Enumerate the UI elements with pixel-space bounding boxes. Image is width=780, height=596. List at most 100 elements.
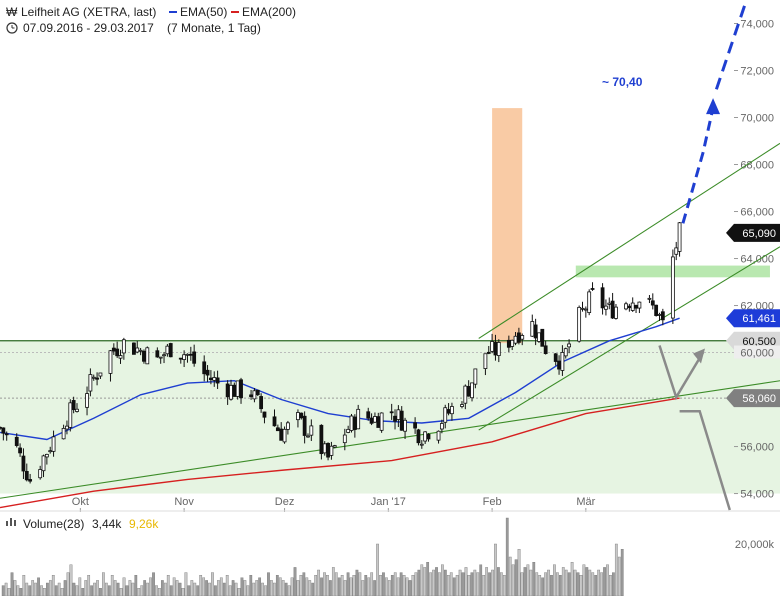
volume-bar bbox=[293, 567, 297, 596]
volume-bar bbox=[119, 588, 123, 596]
candle-body bbox=[426, 433, 431, 440]
candle-body bbox=[98, 372, 103, 377]
candle-body bbox=[583, 308, 588, 311]
volume-bar bbox=[606, 564, 609, 596]
candle-body bbox=[563, 348, 568, 357]
volume-bar bbox=[323, 572, 326, 596]
candle-body bbox=[88, 374, 93, 392]
volume-bar bbox=[520, 572, 524, 596]
candle-body bbox=[600, 287, 605, 309]
volume-bar bbox=[467, 575, 471, 596]
volume-bar bbox=[169, 585, 173, 596]
volume-bar bbox=[535, 572, 539, 596]
volume-bar bbox=[343, 580, 347, 596]
volume-bar bbox=[284, 582, 288, 596]
volume-bar bbox=[408, 580, 412, 596]
candle-body bbox=[229, 384, 233, 400]
candle-body bbox=[604, 305, 608, 310]
volume-bar bbox=[550, 575, 553, 596]
volume-bar bbox=[340, 575, 344, 596]
volume-bar bbox=[382, 572, 385, 596]
volume-bar bbox=[78, 577, 82, 596]
candle-body bbox=[416, 429, 421, 444]
volume-bar bbox=[249, 575, 253, 596]
ema200-legend: EMA(200) bbox=[242, 5, 296, 19]
candle-body bbox=[142, 350, 146, 362]
price-badge: 65,090 bbox=[726, 223, 780, 242]
volume-bar bbox=[617, 556, 621, 596]
trendline-3 bbox=[478, 142, 780, 339]
candle-body bbox=[352, 416, 357, 431]
volume-bar bbox=[199, 575, 203, 596]
volume-bar bbox=[614, 543, 618, 596]
candle-body bbox=[91, 376, 96, 379]
volume-bar bbox=[202, 577, 206, 596]
volume-bar bbox=[464, 567, 468, 596]
candle-body bbox=[567, 343, 571, 348]
candle-body bbox=[121, 339, 126, 354]
candle-body bbox=[530, 321, 535, 337]
volume-bar bbox=[544, 572, 547, 596]
volume-bar bbox=[432, 569, 435, 596]
candle-body bbox=[235, 380, 240, 397]
volume-bar bbox=[331, 567, 335, 596]
candle-body bbox=[165, 345, 170, 355]
volume-bar bbox=[196, 585, 200, 596]
volume-bar bbox=[175, 580, 179, 596]
candle-body bbox=[490, 341, 495, 352]
volume-bar bbox=[376, 543, 379, 596]
candle-body bbox=[349, 415, 354, 431]
grey-scenario-down bbox=[679, 410, 731, 511]
volume-bar bbox=[158, 588, 161, 596]
volume-bar bbox=[193, 582, 197, 596]
x-tick-label: Okt bbox=[72, 496, 89, 508]
volume-bar bbox=[603, 567, 606, 596]
volume-bar bbox=[222, 582, 226, 596]
volume-value: 3,44k bbox=[92, 517, 122, 531]
candle-body bbox=[543, 345, 548, 355]
volume-bar bbox=[417, 569, 421, 596]
volume-bar bbox=[393, 572, 397, 596]
volume-bar bbox=[131, 582, 135, 596]
candle-body bbox=[209, 377, 213, 381]
volume-bar bbox=[561, 567, 565, 596]
volume-bar bbox=[43, 588, 46, 596]
volume-bar bbox=[591, 572, 595, 596]
candle-body bbox=[403, 419, 407, 432]
target-arrow-line bbox=[681, 107, 715, 224]
volume-bar bbox=[305, 577, 309, 596]
candle-body bbox=[282, 428, 287, 443]
volume-bar bbox=[134, 575, 138, 596]
candle-body bbox=[202, 361, 207, 375]
volume-bar bbox=[187, 585, 191, 596]
volume-bar bbox=[532, 562, 536, 596]
volume-bar bbox=[128, 580, 132, 596]
volume-bar bbox=[214, 585, 217, 596]
volume-header: Volume(28) 3,44k 9,26k bbox=[6, 517, 159, 531]
candle-body bbox=[627, 305, 632, 309]
candle-body bbox=[162, 354, 166, 357]
candle-body bbox=[332, 445, 337, 448]
candle-body bbox=[537, 332, 541, 342]
volume-bar bbox=[75, 585, 79, 596]
volume-bar bbox=[355, 569, 359, 596]
candle-body bbox=[51, 436, 56, 452]
candle-body bbox=[225, 383, 230, 398]
volume-bar bbox=[31, 580, 35, 596]
badge-shape bbox=[726, 389, 780, 408]
period-label: (7 Monate, 1 Tag) bbox=[167, 21, 261, 35]
candle-body bbox=[396, 409, 401, 420]
volume-bar bbox=[13, 580, 17, 596]
candle-body bbox=[299, 412, 304, 419]
candle-body bbox=[533, 324, 538, 339]
volume-bar bbox=[405, 577, 409, 596]
candle-body bbox=[450, 406, 454, 415]
candle-body bbox=[68, 402, 73, 428]
ema200-line bbox=[0, 397, 680, 509]
volume-bar bbox=[529, 569, 533, 596]
volume-bar bbox=[57, 582, 61, 596]
volume-bar bbox=[570, 562, 574, 596]
candle-body bbox=[259, 396, 264, 410]
volume-bar bbox=[600, 572, 603, 596]
